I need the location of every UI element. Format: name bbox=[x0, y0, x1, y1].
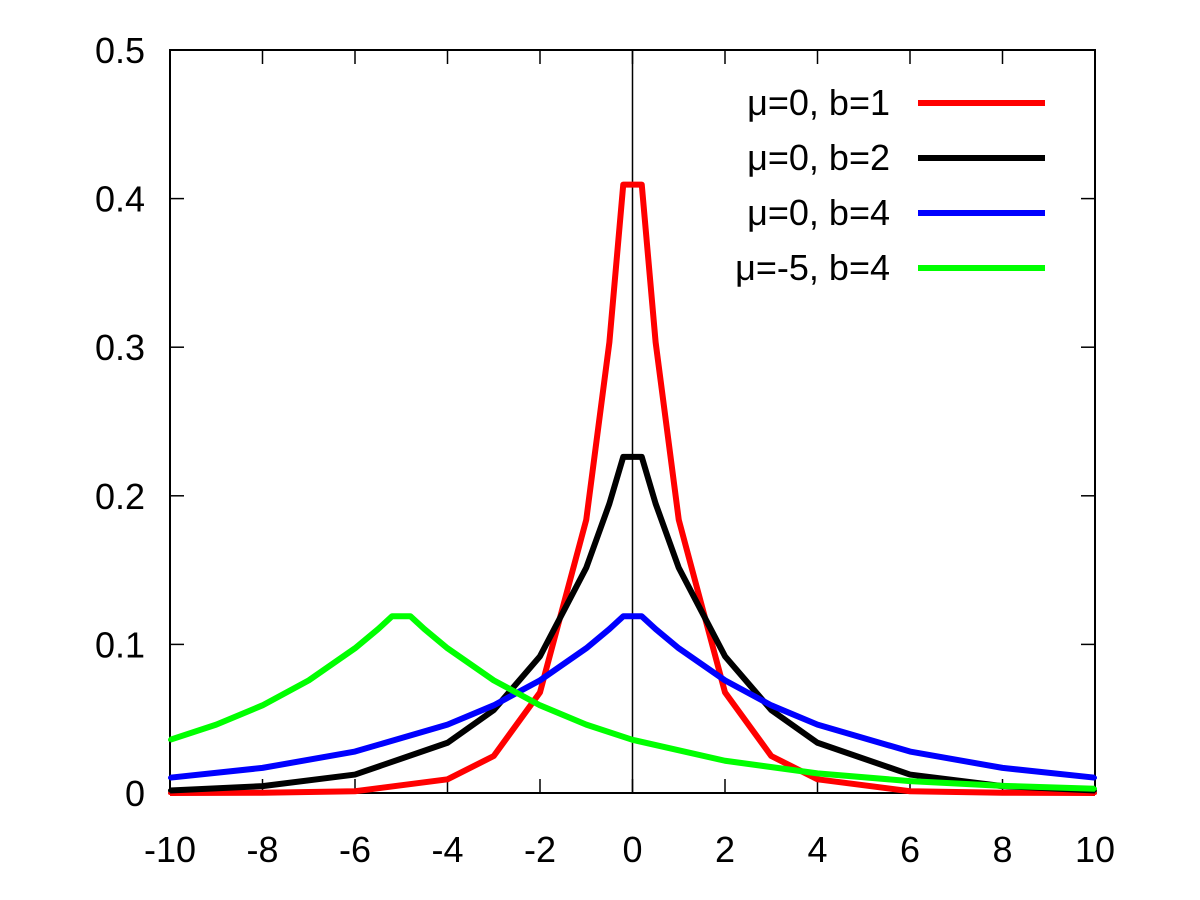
data-point-0-b-1 bbox=[491, 754, 496, 758]
data-point-0-b-2 bbox=[653, 501, 658, 506]
series-line-0-b-1 bbox=[169, 181, 1096, 796]
data-point-5-b-4 bbox=[376, 627, 381, 632]
data-point-5-b-4 bbox=[353, 646, 357, 651]
data-point-0-b-1 bbox=[639, 182, 644, 187]
data-point-0-b-1 bbox=[353, 789, 357, 794]
data-point-0-b-2 bbox=[676, 565, 681, 570]
data-point-5-b-4 bbox=[630, 737, 635, 742]
data-point-5-b-4 bbox=[214, 722, 219, 727]
data-point-0-b-1 bbox=[653, 340, 658, 345]
y-tick-label: 0 bbox=[125, 773, 145, 814]
data-point-5-b-4 bbox=[815, 771, 820, 776]
data-point-0-b-4 bbox=[584, 646, 589, 651]
data-point-5-b-4 bbox=[408, 614, 413, 619]
data-point-0-b-4 bbox=[815, 722, 820, 727]
y-tick-label: 0.1 bbox=[95, 624, 145, 665]
data-point-5-b-4 bbox=[260, 703, 265, 708]
x-tick-label: -8 bbox=[246, 829, 278, 870]
data-point-0-b-4 bbox=[639, 614, 644, 619]
x-tick-label: 8 bbox=[992, 829, 1012, 870]
data-point-0-b-4 bbox=[445, 722, 450, 727]
data-point-0-b-1 bbox=[584, 517, 589, 522]
y-tick-label: 0.5 bbox=[95, 30, 145, 71]
data-point-0-b-2 bbox=[168, 788, 172, 793]
data-point-0-b-4 bbox=[769, 703, 774, 708]
data-point-0-b-1 bbox=[260, 790, 265, 795]
data-point-0-b-2 bbox=[353, 772, 357, 777]
data-point-0-b-2 bbox=[260, 784, 265, 789]
data-point-5-b-4 bbox=[422, 627, 427, 632]
x-tick-label: -4 bbox=[431, 829, 463, 870]
data-point-0-b-2 bbox=[769, 708, 774, 713]
data-point-5-b-4 bbox=[1093, 786, 1097, 791]
data-point-0-b-1 bbox=[676, 517, 681, 522]
x-tick-label: 2 bbox=[715, 829, 735, 870]
data-point-0-b-1 bbox=[1000, 790, 1005, 795]
data-point-0-b-1 bbox=[908, 789, 912, 794]
data-point-0-b-2 bbox=[445, 740, 450, 745]
data-point-0-b-1 bbox=[621, 182, 626, 187]
data-point-0-b-2 bbox=[815, 740, 820, 745]
x-tick-label: 6 bbox=[900, 829, 920, 870]
data-point-0-b-2 bbox=[584, 565, 589, 570]
data-point-0-b-2 bbox=[538, 654, 542, 659]
x-tick-label: 4 bbox=[807, 829, 827, 870]
x-tick-label: 0 bbox=[622, 829, 642, 870]
data-point-0-b-4 bbox=[908, 749, 912, 754]
data-point-5-b-4 bbox=[491, 678, 496, 683]
data-point-0-b-4 bbox=[723, 678, 727, 683]
data-point-5-b-4 bbox=[908, 779, 912, 784]
y-tick-label: 0.3 bbox=[95, 327, 145, 368]
x-tick-label: -2 bbox=[524, 829, 556, 870]
data-point-5-b-4 bbox=[1000, 783, 1005, 788]
legend-label-0-b-1: μ=0, b=1 bbox=[747, 82, 890, 123]
data-point-0-b-1 bbox=[538, 690, 542, 695]
data-point-0-b-4 bbox=[621, 614, 626, 619]
data-point-0-b-1 bbox=[815, 777, 820, 782]
legend: μ=0, b=1 μ=0, b=2 μ=0, b=4 μ=-5, b=4 bbox=[735, 82, 1045, 288]
data-point-5-b-4 bbox=[168, 737, 172, 742]
data-point-0-b-4 bbox=[491, 703, 496, 708]
data-point-0-b-2 bbox=[908, 772, 912, 777]
data-point-5-b-4 bbox=[723, 758, 727, 763]
axis-ticks: -10 -8 -6 -4 -2 0 2 4 6 8 10 0 0.1 0.2 0.3 0.4 0.5 bbox=[95, 30, 1115, 870]
data-point-0-b-1 bbox=[723, 690, 727, 695]
data-point-5-b-4 bbox=[390, 614, 394, 619]
data-point-0-b-1 bbox=[445, 777, 450, 782]
data-point-0-b-2 bbox=[723, 654, 727, 659]
data-point-0-b-4 bbox=[168, 775, 172, 780]
data-point-5-b-4 bbox=[445, 646, 450, 651]
x-tick-label: 10 bbox=[1075, 829, 1115, 870]
data-point-0-b-2 bbox=[639, 454, 644, 459]
data-point-0-b-1 bbox=[607, 340, 612, 345]
data-point-0-b-2 bbox=[621, 454, 626, 459]
y-tick-label: 0.2 bbox=[95, 476, 145, 517]
data-point-0-b-4 bbox=[260, 765, 265, 770]
data-point-5-b-4 bbox=[538, 703, 542, 708]
data-point-5-b-4 bbox=[584, 722, 589, 727]
series-curves bbox=[168, 181, 1097, 796]
data-point-0-b-2 bbox=[607, 501, 612, 506]
legend-label-5-b-4: μ=-5, b=4 bbox=[735, 247, 890, 288]
data-point-0-b-1 bbox=[769, 754, 774, 758]
data-point-0-b-4 bbox=[1000, 765, 1005, 770]
data-point-0-b-2 bbox=[491, 708, 496, 713]
series-line-0-b-2 bbox=[169, 453, 1096, 794]
x-tick-label: -10 bbox=[144, 829, 196, 870]
data-point-0-b-4 bbox=[676, 646, 681, 651]
legend-label-0-b-4: μ=0, b=4 bbox=[747, 192, 890, 233]
x-tick-label: -6 bbox=[339, 829, 371, 870]
data-point-0-b-4 bbox=[607, 627, 612, 632]
data-point-0-b-4 bbox=[1093, 775, 1097, 780]
legend-label-0-b-2: μ=0, b=2 bbox=[747, 137, 890, 178]
y-tick-label: 0.4 bbox=[95, 179, 145, 220]
data-point-5-b-4 bbox=[306, 678, 311, 683]
data-point-0-b-4 bbox=[353, 749, 357, 754]
data-point-0-b-4 bbox=[653, 627, 658, 632]
series-line-0-b-4 bbox=[169, 613, 1096, 781]
data-point-0-b-4 bbox=[538, 678, 542, 683]
